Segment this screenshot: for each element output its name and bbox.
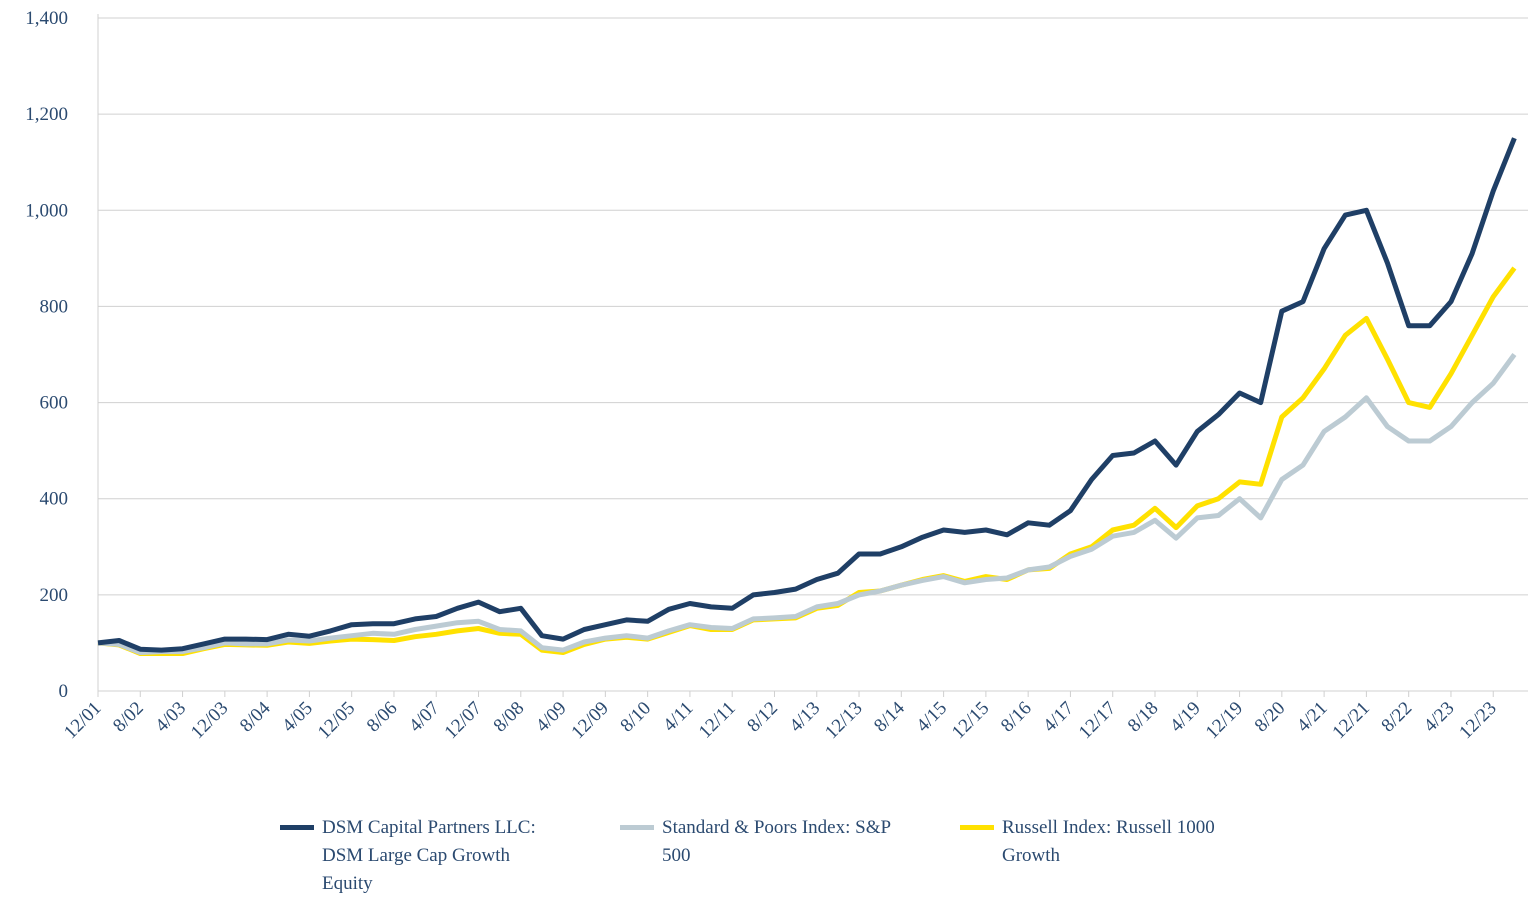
- x-tick-label: 4/07: [405, 698, 444, 737]
- x-tick-label: 8/16: [997, 698, 1036, 737]
- x-tick-label: 12/09: [567, 698, 612, 743]
- legend-item: Russell Index: Russell 1000 Growth: [960, 814, 1280, 898]
- y-tick-label: 200: [40, 585, 69, 606]
- series-line: [97, 266, 1517, 656]
- series-line: [97, 137, 1517, 653]
- x-tick-label: 4/23: [1420, 698, 1459, 737]
- x-tick-label: 8/14: [870, 697, 909, 736]
- x-tick-label: 8/06: [363, 698, 402, 737]
- x-tick-label: 8/02: [109, 698, 148, 737]
- legend: DSM Capital Partners LLC: DSM Large Cap …: [280, 814, 1280, 898]
- y-tick-label: 1,200: [25, 104, 68, 125]
- x-tick-label: 8/22: [1377, 698, 1416, 737]
- x-tick-label: 8/18: [1124, 698, 1163, 737]
- y-tick-label: 800: [40, 296, 69, 317]
- series-line: [97, 353, 1517, 655]
- x-tick-label: 4/13: [786, 698, 825, 737]
- x-tick-label: 12/17: [1075, 698, 1120, 743]
- legend-swatch: [620, 825, 654, 830]
- x-tick-label: 8/04: [236, 697, 275, 736]
- legend-label: DSM Capital Partners LLC: DSM Large Cap …: [322, 817, 536, 894]
- x-tick-label: 12/13: [821, 698, 866, 743]
- x-tick-label: 4/17: [1039, 698, 1078, 737]
- x-tick-label: 8/08: [490, 698, 529, 737]
- x-tick-label: 4/03: [151, 698, 190, 737]
- y-tick-label: 1,400: [25, 8, 68, 29]
- legend-swatch: [960, 825, 994, 830]
- legend-label: Standard & Poors Index: S&P 500: [662, 817, 891, 866]
- x-tick-label: 8/10: [616, 698, 655, 737]
- x-tick-label: 4/05: [278, 698, 317, 737]
- x-tick-label: 12/11: [695, 698, 740, 743]
- legend-label: Russell Index: Russell 1000 Growth: [1002, 817, 1215, 866]
- y-tick-label: 600: [40, 393, 69, 414]
- x-tick-label: 12/07: [441, 698, 486, 743]
- legend-item: DSM Capital Partners LLC: DSM Large Cap …: [280, 814, 620, 898]
- x-tick-label: 4/11: [659, 698, 697, 736]
- legend-swatch: [280, 825, 314, 830]
- x-tick-label: 4/21: [1293, 698, 1332, 737]
- x-tick-label: 4/15: [912, 698, 951, 737]
- y-tick-label: 1,000: [25, 200, 68, 221]
- y-tick-label: 0: [59, 681, 69, 702]
- x-tick-label: 4/09: [532, 698, 571, 737]
- x-tick-label: 12/05: [314, 698, 359, 743]
- x-tick-label: 12/21: [1328, 698, 1373, 743]
- x-tick-label: 12/03: [187, 698, 232, 743]
- x-tick-label: 12/23: [1455, 698, 1500, 743]
- y-tick-label: 400: [40, 489, 69, 510]
- legend-item: Standard & Poors Index: S&P 500: [620, 814, 960, 898]
- x-tick-label: 4/19: [1166, 698, 1205, 737]
- x-tick-label: 8/12: [743, 698, 782, 737]
- x-tick-label: 8/20: [1251, 698, 1290, 737]
- x-tick-label: 12/15: [948, 698, 993, 743]
- x-tick-label: 12/01: [60, 698, 105, 743]
- x-tick-label: 12/19: [1202, 698, 1247, 743]
